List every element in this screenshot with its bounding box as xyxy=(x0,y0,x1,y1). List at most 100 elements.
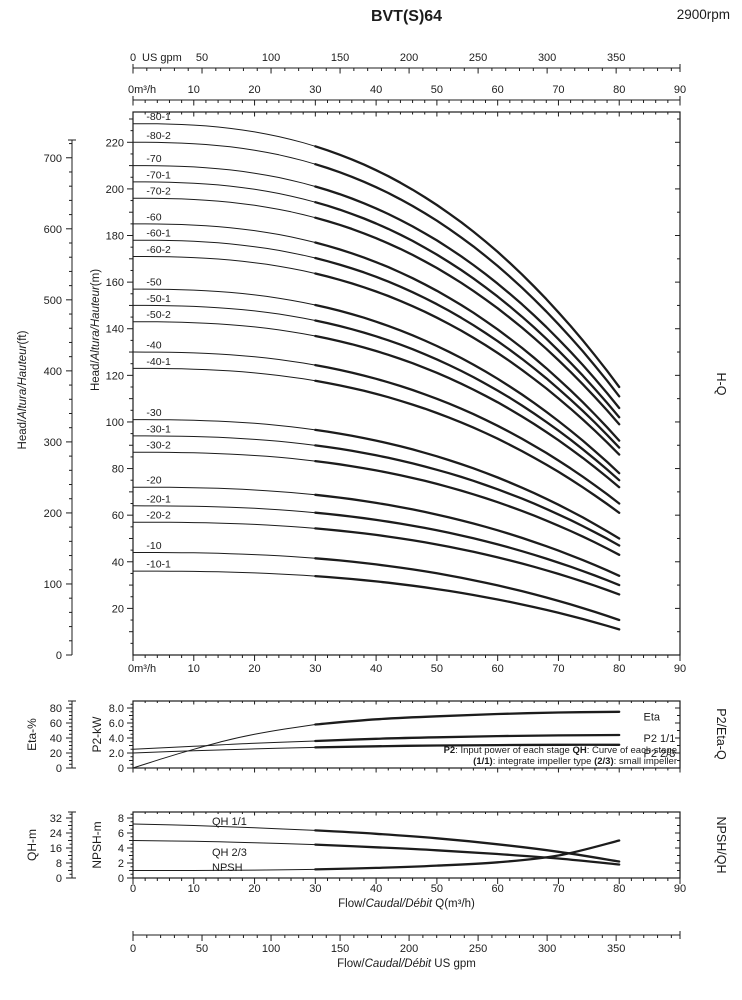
hq-x-zero-label: 0m³/h xyxy=(128,663,156,675)
hq-curve-bold--70 xyxy=(314,185,621,410)
npsh-x-tick-label: 30 xyxy=(309,883,321,895)
usgpm-tick-label: 50 xyxy=(196,52,208,64)
head-m-tick-label: 120 xyxy=(106,370,124,382)
hq-curve-thin--20-2 xyxy=(132,521,316,529)
usgpm-unit-label: US gpm xyxy=(142,52,182,64)
hq-curve-thin--20 xyxy=(132,486,316,496)
p2-tick-label: 6.0 xyxy=(109,718,124,730)
usgpm-tick-label: 250 xyxy=(469,52,487,64)
hq-curve-label: -30 xyxy=(146,407,161,419)
hq-curve-thin--20-1 xyxy=(132,505,316,514)
head-m-tick-label: 80 xyxy=(112,464,124,476)
eta-axis-title: Eta-% xyxy=(25,718,39,751)
npsh-tick-label: 4 xyxy=(118,843,124,855)
hq-curve-bold--80-1 xyxy=(314,145,621,389)
curve-bold-QH 2/3 xyxy=(314,843,621,866)
hq-curve-bold--70-2 xyxy=(314,216,621,426)
curve-bold-Eta xyxy=(314,710,621,726)
hq-curve-bold--50-1 xyxy=(314,319,621,482)
head-ft-tick-label: 600 xyxy=(44,224,62,236)
usgpm-bottom-tick-label: 0 xyxy=(130,943,136,955)
qh-tick-label: 32 xyxy=(50,813,62,825)
curve-thin-Eta xyxy=(132,724,316,769)
head-m-tick-label: 200 xyxy=(106,184,124,196)
curve-thin-P2 1/1 xyxy=(132,740,316,750)
usgpm-tick-label: 200 xyxy=(400,52,418,64)
hq-curve-label: -80-1 xyxy=(146,111,171,123)
hq-curve-label: -60-1 xyxy=(146,228,171,240)
npsh-x-tick-label: 20 xyxy=(248,883,260,895)
p2-tick-label: 2.0 xyxy=(109,748,124,760)
usgpm-bottom-tick-label: 150 xyxy=(331,943,349,955)
hq-x-tick-label: 80 xyxy=(613,663,625,675)
npsh-tick-label: 0 xyxy=(118,873,124,885)
head-ft-tick-label: 100 xyxy=(44,579,62,591)
hq-x-tick-label: 30 xyxy=(309,663,321,675)
head-ft-axis-title: Head/Altura/Hauteur(ft) xyxy=(17,330,29,449)
hq-x-tick-label: 60 xyxy=(492,663,504,675)
m3h-tick-label: 40 xyxy=(370,84,382,96)
hq-curve-thin--30-1 xyxy=(132,435,316,446)
hq-curve-bold--30-2 xyxy=(314,459,621,556)
hq-chart: 0m³/h 10 20 30 40 50 60 70 80 90 20 40 60 80 100 120 140… xyxy=(90,111,686,675)
note-line: P2: Input power of each stage QH: Curve … xyxy=(444,745,677,756)
hq-curve-label: -80-2 xyxy=(146,130,171,142)
eta-tick-label: 0 xyxy=(56,763,62,775)
npsh-axis-title: NPSH-m xyxy=(90,821,104,868)
hq-curve-bold--60-1 xyxy=(314,256,621,449)
head-ft-axis: 0 100 200 300 400 500 600 700 Head/Altura/Hauteu… xyxy=(17,139,76,662)
hq-curve-thin--80-2 xyxy=(132,141,316,165)
hq-curve-label: -20 xyxy=(146,475,161,487)
hq-curve-label: -30-2 xyxy=(146,440,171,452)
hq-curve-thin--60-1 xyxy=(132,239,316,259)
hq-curve-thin--70 xyxy=(132,165,316,187)
hq-curve-label: -70-2 xyxy=(146,186,171,198)
hq-curve-thin--60 xyxy=(132,223,316,243)
series-label: QH 2/3 xyxy=(212,847,247,859)
npsh-x-tick-label: 40 xyxy=(370,883,382,895)
series-label: NPSH xyxy=(212,862,243,874)
head-m-tick-label: 40 xyxy=(112,557,124,569)
head-ft-tick-label: 400 xyxy=(44,366,62,378)
head-ft-tick-label: 200 xyxy=(44,508,62,520)
note-line: (1/1): integrate impeller type (2/3): sm… xyxy=(473,756,677,767)
p2-eta-right-label: P2/Eta-Q xyxy=(714,708,728,760)
head-m-tick-label: 20 xyxy=(112,603,124,615)
hq-curve-bold--60-2 xyxy=(314,272,621,456)
head-m-tick-label: 60 xyxy=(112,510,124,522)
usgpm-bottom-tick-label: 300 xyxy=(538,943,556,955)
curve-bold-NPSH xyxy=(314,839,621,871)
hq-right-label: H-Q xyxy=(714,373,728,396)
head-m-tick-label: 180 xyxy=(106,231,124,243)
hq-curve-thin--60-2 xyxy=(132,256,316,274)
npsh-tick-label: 8 xyxy=(118,813,124,825)
usgpm-bottom-tick-label: 250 xyxy=(469,943,487,955)
head-ft-tick-label: 0 xyxy=(56,650,62,662)
hq-curve-bold--40 xyxy=(314,363,621,505)
head-m-tick-label: 220 xyxy=(106,137,124,149)
flow-usgpm-axis-title: Flow/Caudal/Débit US gpm xyxy=(337,958,476,970)
hq-curve-bold--80-2 xyxy=(314,163,621,398)
eta-tick-label: 20 xyxy=(50,748,62,760)
p2-axis-title: P2-kW xyxy=(90,716,104,753)
hq-curve-label: -20-2 xyxy=(146,510,171,522)
hq-curve-label: -40-1 xyxy=(146,356,171,368)
usgpm-bottom-tick-label: 100 xyxy=(262,943,280,955)
page-title: BVT(S)64 xyxy=(370,8,443,25)
qh-tick-label: 0 xyxy=(56,873,62,885)
series-label: P2 2/3 xyxy=(644,748,676,760)
m3h-tick-label: 60 xyxy=(492,84,504,96)
npsh-x-tick-label: 60 xyxy=(492,883,504,895)
series-label: P2 1/1 xyxy=(644,733,676,745)
hq-curve-bold--30 xyxy=(314,428,621,540)
hq-curve-label: -50 xyxy=(146,277,161,289)
hq-curve-thin--50-1 xyxy=(132,304,316,321)
npsh-x-tick-label: 70 xyxy=(552,883,564,895)
hq-x-tick-label: 20 xyxy=(248,663,260,675)
top-axis-m3h: 0m³/h 10 20 30 40 50 60 70 80 90 xyxy=(128,84,686,106)
hq-curve-label: -70-1 xyxy=(146,169,171,181)
m3h-tick-label: 50 xyxy=(431,84,443,96)
head-m-axis-title: Head/Altura/Hauteur(m) xyxy=(90,269,102,391)
